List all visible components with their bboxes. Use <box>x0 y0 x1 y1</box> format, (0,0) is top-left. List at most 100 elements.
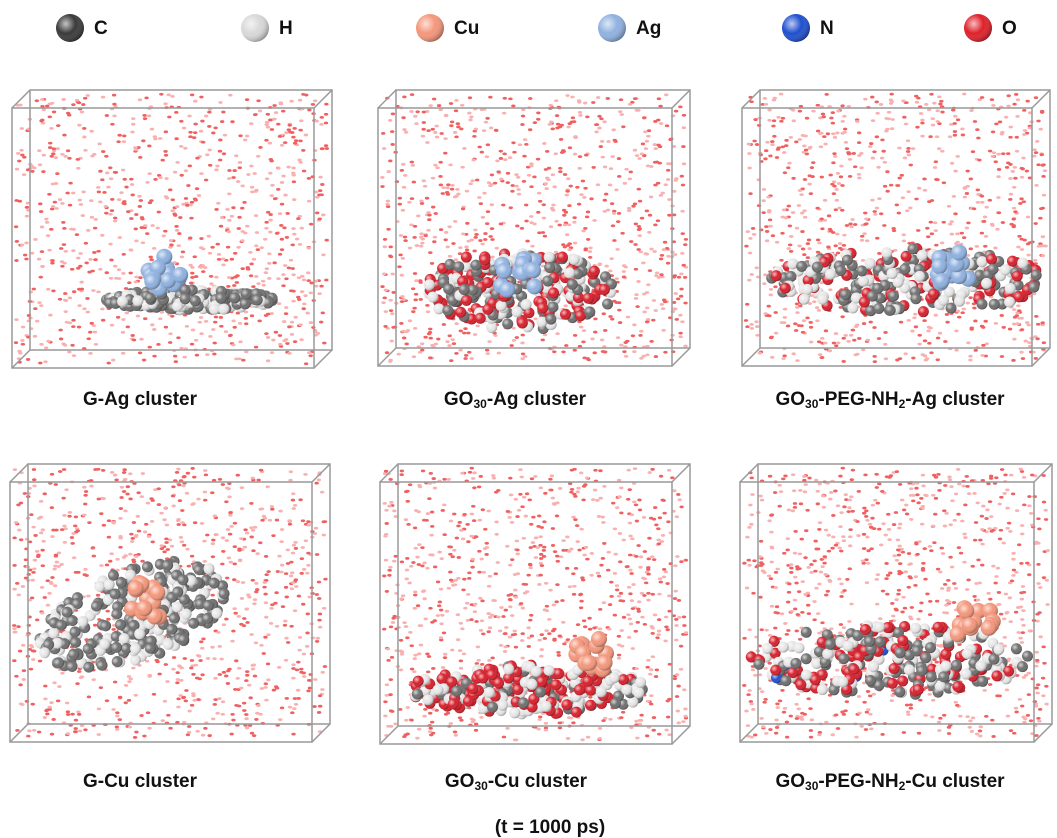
water-molecule <box>966 185 970 188</box>
water-molecule <box>266 336 270 339</box>
water-molecule <box>287 325 291 328</box>
water-molecule <box>204 320 208 323</box>
water-molecule <box>121 202 125 205</box>
water-molecule <box>193 521 197 524</box>
water-molecule <box>421 128 425 131</box>
water-molecule <box>443 238 447 241</box>
water-molecule <box>843 128 847 131</box>
water-molecule <box>279 224 283 227</box>
water-molecule <box>939 100 943 103</box>
water-molecule <box>929 351 933 354</box>
water-molecule <box>137 195 141 198</box>
water-molecule <box>67 157 71 160</box>
water-molecule <box>297 298 301 301</box>
water-molecule <box>1026 216 1030 219</box>
water-molecule <box>658 162 662 165</box>
water-molecule <box>111 708 115 711</box>
water-molecule <box>264 699 268 702</box>
water-molecule <box>402 337 406 340</box>
caption-text: -Ag cluster <box>905 389 1005 410</box>
water-molecule <box>121 352 125 355</box>
water-molecule <box>26 735 30 738</box>
water-molecule <box>318 189 322 192</box>
water-molecule <box>768 218 772 221</box>
water-molecule <box>92 678 96 681</box>
water-molecule <box>72 290 76 293</box>
water-molecule <box>564 344 568 347</box>
water-molecule <box>90 322 94 325</box>
water-molecule <box>307 279 311 282</box>
water-molecule <box>857 176 861 179</box>
atom-shine <box>859 296 870 307</box>
water-molecule <box>224 330 228 333</box>
water-molecule <box>71 103 75 106</box>
water-molecule <box>292 707 296 710</box>
water-molecule <box>1034 96 1038 99</box>
water-molecule <box>54 555 58 558</box>
water-molecule <box>632 323 636 326</box>
water-molecule <box>1027 341 1031 344</box>
water-molecule <box>18 683 22 686</box>
water-molecule <box>75 682 79 685</box>
water-molecule <box>552 185 556 188</box>
water-molecule <box>51 289 55 292</box>
water-molecule <box>897 147 901 150</box>
water-molecule <box>131 117 135 120</box>
water-molecule <box>258 508 262 511</box>
water-molecule <box>549 104 553 107</box>
water-molecule <box>286 641 290 644</box>
water-molecule <box>1011 170 1015 173</box>
water-molecule <box>315 640 319 643</box>
water-molecule <box>862 232 866 235</box>
water-molecule <box>105 271 109 274</box>
water-molecule <box>1013 210 1017 213</box>
water-molecule <box>896 184 900 187</box>
water-molecule <box>209 275 213 278</box>
water-molecule <box>1039 128 1043 131</box>
water-molecule <box>408 319 412 322</box>
atom-shine <box>584 306 595 317</box>
water-molecule <box>820 227 824 230</box>
water-molecule <box>195 354 199 357</box>
water-molecule <box>164 154 168 157</box>
water-molecule <box>953 212 957 215</box>
atom-shine <box>986 254 997 265</box>
water-molecule <box>419 232 423 235</box>
water-molecule <box>871 157 875 160</box>
water-molecule <box>281 175 285 178</box>
water-molecule <box>412 181 416 184</box>
water-molecule <box>30 597 34 600</box>
water-molecule <box>583 187 587 190</box>
water-molecule <box>266 359 270 362</box>
water-molecule <box>1000 355 1004 358</box>
water-molecule <box>426 211 430 214</box>
water-molecule <box>272 104 276 107</box>
water-molecule <box>65 578 69 581</box>
water-molecule <box>579 193 583 196</box>
water-molecule <box>45 221 49 224</box>
water-molecule <box>283 194 287 197</box>
atom-shine <box>928 288 939 299</box>
water-molecule <box>816 238 820 241</box>
water-molecule <box>48 116 52 119</box>
water-molecule <box>317 597 321 600</box>
water-molecule <box>174 360 178 363</box>
water-molecule <box>129 217 133 220</box>
water-molecule <box>151 541 155 544</box>
water-molecule <box>60 202 64 205</box>
water-molecule <box>747 143 751 146</box>
water-molecule <box>130 334 134 337</box>
water-molecule <box>577 203 581 206</box>
water-molecule <box>976 201 980 204</box>
water-molecule <box>14 259 18 262</box>
water-molecule <box>593 351 597 354</box>
water-molecule <box>953 115 957 118</box>
water-molecule <box>73 524 77 527</box>
water-molecule <box>278 343 282 346</box>
water-molecule <box>639 330 643 333</box>
water-molecule <box>578 155 582 158</box>
water-molecule <box>282 320 286 323</box>
water-molecule <box>824 93 828 96</box>
water-molecule <box>284 277 288 280</box>
water-molecule <box>297 595 301 598</box>
